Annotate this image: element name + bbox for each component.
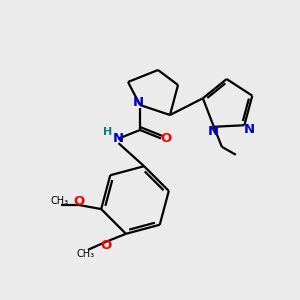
Text: O: O xyxy=(100,239,112,252)
Text: O: O xyxy=(74,195,85,208)
Text: H: H xyxy=(103,127,112,137)
Text: N: N xyxy=(207,125,218,138)
Text: N: N xyxy=(112,131,124,145)
Text: O: O xyxy=(160,131,172,145)
Text: CH₃: CH₃ xyxy=(77,249,95,259)
Text: CH₃: CH₃ xyxy=(50,196,68,206)
Text: N: N xyxy=(132,95,144,109)
Text: N: N xyxy=(244,123,255,136)
